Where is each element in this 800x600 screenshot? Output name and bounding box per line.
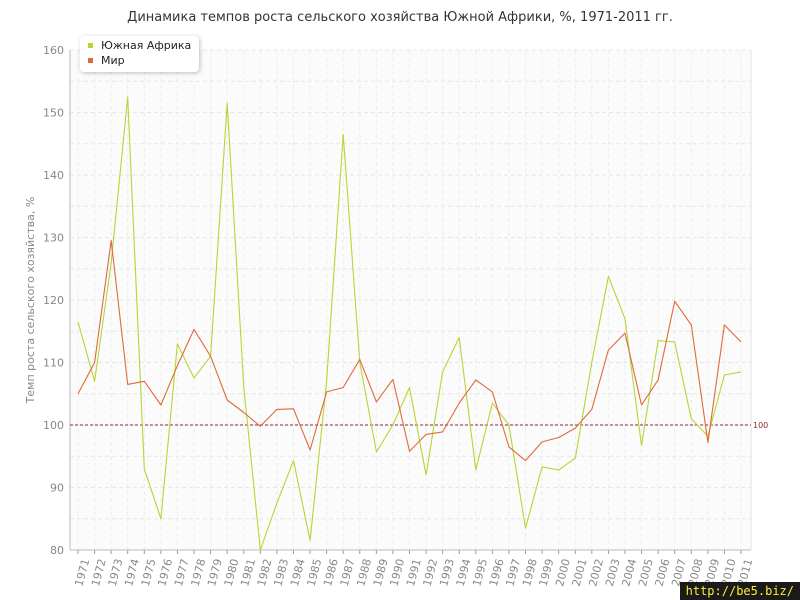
series-lines xyxy=(77,96,742,551)
y-tick-label: 100 xyxy=(43,419,64,432)
legend-label-south-africa: Южная Африка xyxy=(101,39,192,52)
legend-label-world: Мир xyxy=(101,54,125,67)
legend-swatch-world xyxy=(88,58,93,63)
plot-background xyxy=(70,50,751,550)
watermark-link[interactable]: http://be5.biz/ xyxy=(679,582,800,600)
reference-line-group: 100 xyxy=(70,421,768,430)
legend-item-south-africa[interactable]: Южная Африка xyxy=(88,38,191,53)
legend-item-world[interactable]: Мир xyxy=(88,53,191,68)
y-tick-label: 80 xyxy=(50,544,64,557)
y-tick-label: 120 xyxy=(43,294,64,307)
series-line-world xyxy=(77,240,742,462)
y-axis-label: Темп роста сельского хозяйства, % xyxy=(24,197,37,405)
y-tick-label: 90 xyxy=(50,482,64,495)
chart-title: Динамика темпов роста сельского хозяйств… xyxy=(127,10,673,25)
series-line-south-africa xyxy=(77,96,742,551)
y-tick-label: 160 xyxy=(43,44,64,57)
y-tick-label: 140 xyxy=(43,169,64,182)
y-tick-label: 150 xyxy=(43,107,64,120)
legend: Южная Африка Мир xyxy=(80,36,200,72)
reference-line-label: 100 xyxy=(753,421,768,430)
axes xyxy=(69,50,752,554)
legend-swatch-south-africa xyxy=(88,43,93,48)
grid xyxy=(70,49,751,551)
y-tick-label: 130 xyxy=(43,232,64,245)
y-tick-label: 110 xyxy=(43,357,64,370)
